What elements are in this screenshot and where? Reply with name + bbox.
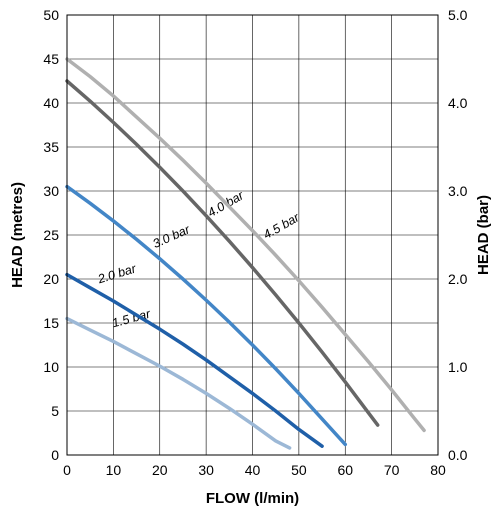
y-left-axis-label: HEAD (metres) [9,182,26,288]
x-tick-label: 80 [430,462,446,478]
pump-head-flow-chart: 0 10 20 30 40 50 60 70 80 0 5 10 15 20 25 30 35 40 45 50 0.0… [0,0,500,512]
y-left-tick-label: 30 [43,183,59,199]
y-left-tick-label: 20 [43,271,59,287]
y-right-tick-label: 4.0 [448,95,468,111]
x-tick-label: 50 [291,462,307,478]
y-left-tick-label: 0 [51,447,59,463]
x-tick-label: 40 [245,462,261,478]
y-right-tick-label: 5.0 [448,7,468,23]
y-right-axis-label: HEAD (bar) [475,195,492,275]
x-tick-label: 30 [198,462,214,478]
y-left-tick-label: 35 [43,139,59,155]
y-left-tick-label: 25 [43,227,59,243]
x-tick-label: 20 [152,462,168,478]
x-tick-label: 60 [337,462,353,478]
y-right-tick-label: 2.0 [448,271,468,287]
x-tick-label: 10 [106,462,122,478]
y-left-tick-label: 45 [43,51,59,67]
x-tick-label: 0 [63,462,71,478]
y-right-tick-label: 3.0 [448,183,468,199]
y-left-tick-label: 40 [43,95,59,111]
x-tick-label: 70 [384,462,400,478]
y-right-tick-label: 1.0 [448,359,468,375]
y-left-tick-label: 15 [43,315,59,331]
y-left-tick-label: 50 [43,7,59,23]
y-left-tick-label: 5 [51,403,59,419]
y-right-tick-label: 0.0 [448,447,468,463]
x-axis-label: FLOW (l/min) [206,490,299,507]
y-left-tick-label: 10 [43,359,59,375]
